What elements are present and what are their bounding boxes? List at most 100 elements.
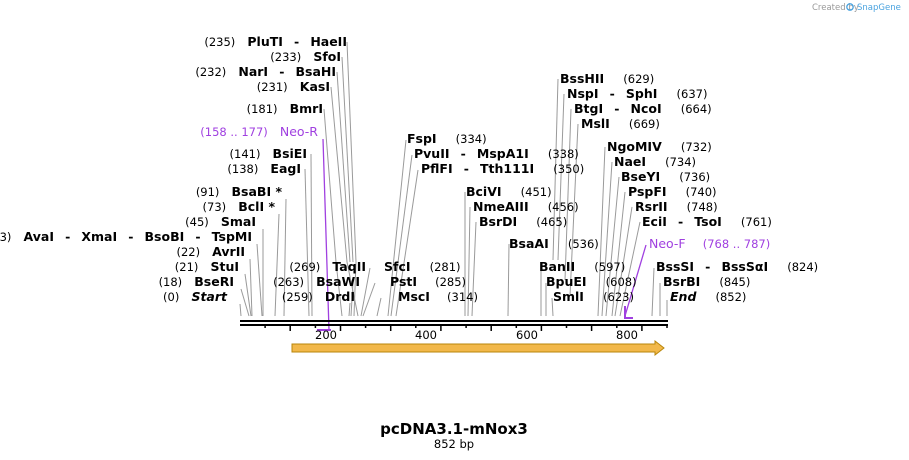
enzyme-fspi[interactable]: FspI (407, 131, 437, 146)
site-label-bsshii[interactable]: BssHII (629) (560, 68, 654, 87)
enzyme-ngomiv[interactable]: NgoMIV (607, 139, 662, 154)
site-label-pvuii-mspa1i[interactable]: PvuII - MspA1I (338) (414, 143, 579, 162)
site-label-nari-bsahi[interactable]: (232) NarI - BsaHI (195, 61, 336, 80)
enzyme-xmai[interactable]: XmaI (81, 229, 117, 244)
enzyme-msci[interactable]: MscI (398, 289, 430, 304)
enzyme-bsiei[interactable]: BsiEI (273, 146, 307, 161)
enzyme-kasi[interactable]: KasI (300, 79, 330, 94)
enzyme-bsobi[interactable]: BsoBI (145, 229, 185, 244)
site-label-pluti-haeii[interactable]: (235) PluTI - HaeII (204, 31, 347, 50)
enzyme-sfoi[interactable]: SfoI (313, 49, 341, 64)
site-label-eagi[interactable]: (138) EagI (227, 158, 301, 177)
site-label-stui[interactable]: (21) StuI (175, 256, 239, 275)
site-label-drdi[interactable]: (259) DrdI (282, 286, 355, 305)
site-label-bcli[interactable]: (73) BclI * (203, 196, 276, 215)
site-label-bsawi[interactable]: (263) BsaWI (273, 271, 360, 290)
orf-arrow-shape[interactable] (291, 339, 665, 357)
enzyme-pluti[interactable]: PluTI (247, 34, 283, 49)
site-label-msci[interactable]: MscI (314) (398, 286, 478, 305)
enzyme-smli[interactable]: SmlI (553, 289, 584, 304)
enzyme-bcli[interactable]: BclI * (238, 199, 275, 214)
site-label-ecii-tsoi[interactable]: EciI - TsoI (761) (642, 211, 772, 230)
site-label-kasi[interactable]: (231) KasI (257, 76, 330, 95)
enzyme-mspa1i[interactable]: MspA1I (477, 146, 529, 161)
enzyme-avrii[interactable]: AvrII (212, 244, 245, 259)
feature-label-neo-r[interactable]: (158 .. 177) Neo-R (200, 121, 318, 140)
enzyme-tspmi[interactable]: TspMI (212, 229, 252, 244)
enzyme-bsawi[interactable]: BsaWI (316, 274, 360, 289)
site-label-avai-group[interactable]: (43) AvaI - XmaI - BsoBI - TspMI (0, 226, 252, 245)
site-label-btgi-ncoi[interactable]: BtgI - NcoI (664) (574, 98, 712, 117)
site-label-banii[interactable]: BanII (597) (539, 256, 625, 275)
enzyme-bmri[interactable]: BmrI (290, 101, 323, 116)
enzyme-nspi[interactable]: NspI (567, 86, 599, 101)
enzyme-psti[interactable]: PstI (390, 274, 417, 289)
site-label-bcivi[interactable]: BciVI (451) (466, 181, 552, 200)
enzyme-stui[interactable]: StuI (210, 259, 239, 274)
enzyme-bseyi[interactable]: BseYI (621, 169, 660, 184)
enzyme-bsaai[interactable]: BsaAI (509, 236, 549, 251)
enzyme-bsshii[interactable]: BssHII (560, 71, 604, 86)
enzyme-bsahi[interactable]: BsaHI (295, 64, 336, 79)
enzyme-drdi[interactable]: DrdI (325, 289, 355, 304)
enzyme-bsssi[interactable]: BssSI (656, 259, 694, 274)
enzyme-ncoi[interactable]: NcoI (631, 101, 662, 116)
enzyme-bsssai[interactable]: BssSαI (721, 259, 768, 274)
site-label-psti[interactable]: PstI (285) (390, 271, 466, 290)
enzyme-naei[interactable]: NaeI (614, 154, 646, 169)
sequence-start[interactable]: Start (191, 289, 228, 304)
site-label-sfci[interactable]: SfcI (281) (384, 256, 461, 275)
enzyme-pvuii[interactable]: PvuII (414, 146, 450, 161)
site-label-bseri[interactable]: (18) BseRI (159, 271, 234, 290)
enzyme-rsrii[interactable]: RsrII (635, 199, 668, 214)
enzyme-haeii[interactable]: HaeII (310, 34, 347, 49)
site-label-end[interactable]: End (852) (670, 286, 746, 305)
site-label-bpuei[interactable]: BpuEI (608) (546, 271, 637, 290)
enzyme-bsrdi[interactable]: BsrDI (479, 214, 517, 229)
feature-neo-f[interactable]: Neo-F (649, 236, 686, 251)
site-label-nmeaiii[interactable]: NmeAIII (456) (473, 196, 579, 215)
sequence-end[interactable]: End (670, 289, 697, 304)
site-label-start[interactable]: (0) Start (163, 286, 228, 305)
enzyme-pspfi[interactable]: PspFI (628, 184, 667, 199)
site-label-rsrii[interactable]: RsrII (748) (635, 196, 718, 215)
site-label-avrii[interactable]: (22) AvrII (176, 241, 245, 260)
site-label-pflfi-tth111i[interactable]: PflFI - Tth111I (350) (421, 158, 584, 177)
site-label-bsaai[interactable]: BsaAI (536) (509, 233, 599, 252)
site-label-bsiei[interactable]: (141) BsiEI (230, 143, 307, 162)
orf-arrow[interactable] (291, 339, 665, 357)
enzyme-msli[interactable]: MslI (581, 116, 610, 131)
site-label-nspi-sphi[interactable]: NspI - SphI (637) (567, 83, 707, 102)
site-label-naei[interactable]: NaeI (734) (614, 151, 696, 170)
site-label-smli[interactable]: SmlI (623) (553, 286, 634, 305)
site-label-smai[interactable]: (45) SmaI (185, 211, 256, 230)
site-label-bseyi[interactable]: BseYI (736) (621, 166, 710, 185)
site-label-bsabi[interactable]: (91) BsaBI * (196, 181, 283, 200)
feature-neo-r[interactable]: Neo-R (280, 124, 318, 139)
enzyme-sfci[interactable]: SfcI (384, 259, 411, 274)
site-label-sfoi[interactable]: (233) SfoI (270, 46, 341, 65)
site-label-taqii[interactable]: (269) TaqII (289, 256, 366, 275)
enzyme-banii[interactable]: BanII (539, 259, 575, 274)
enzyme-taqii[interactable]: TaqII (332, 259, 366, 274)
enzyme-smai[interactable]: SmaI (221, 214, 256, 229)
enzyme-ecii[interactable]: EciI (642, 214, 667, 229)
site-label-pspfi[interactable]: PspFI (740) (628, 181, 717, 200)
enzyme-bcivi[interactable]: BciVI (466, 184, 502, 199)
enzyme-tth111i[interactable]: Tth111I (480, 161, 534, 176)
neo-f-primer-mark[interactable] (624, 306, 633, 319)
enzyme-bpuei[interactable]: BpuEI (546, 274, 587, 289)
enzyme-tsoi[interactable]: TsoI (694, 214, 722, 229)
site-label-bsssi[interactable]: BssSI - BssSαI (824) (656, 256, 818, 275)
enzyme-bsrbi[interactable]: BsrBI (663, 274, 700, 289)
site-label-bmri[interactable]: (181) BmrI (247, 98, 323, 117)
site-label-bsrbi[interactable]: BsrBI (845) (663, 271, 750, 290)
enzyme-btgi[interactable]: BtgI (574, 101, 603, 116)
enzyme-pflfi[interactable]: PflFI (421, 161, 453, 176)
enzyme-bseri[interactable]: BseRI (194, 274, 234, 289)
site-label-bsrdi[interactable]: BsrDI (465) (479, 211, 567, 230)
enzyme-eagi[interactable]: EagI (270, 161, 301, 176)
site-label-ngomiv[interactable]: NgoMIV (732) (607, 136, 712, 155)
site-label-msli[interactable]: MslI (669) (581, 113, 660, 132)
enzyme-sphi[interactable]: SphI (626, 86, 658, 101)
